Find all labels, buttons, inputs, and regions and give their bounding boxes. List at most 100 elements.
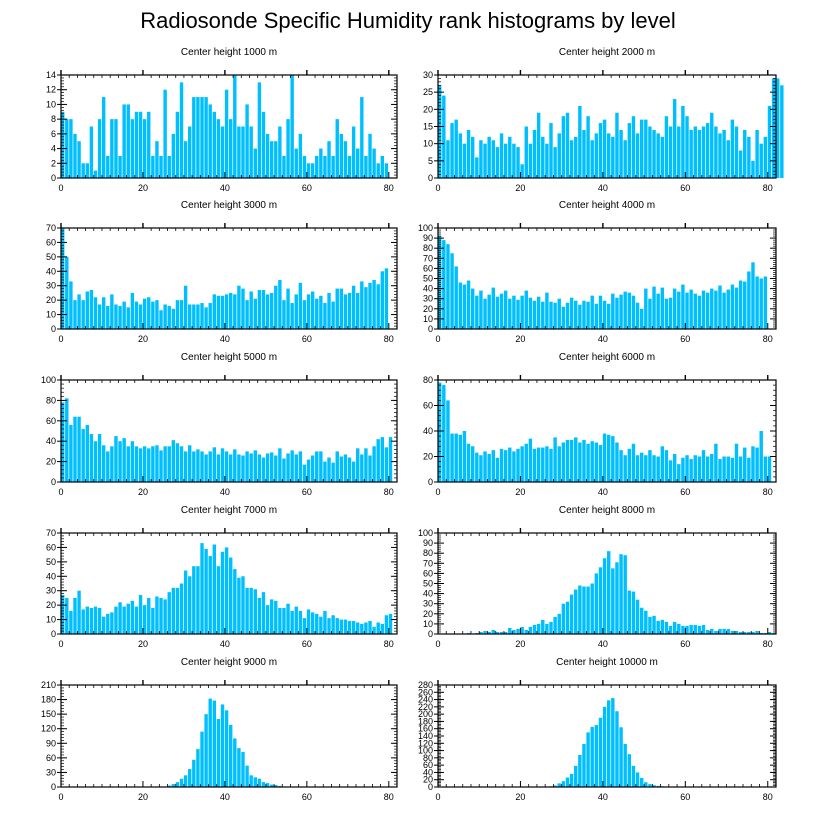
histogram-bar [738,456,743,482]
histogram-bar [315,451,319,482]
histogram-bar [138,448,143,482]
histogram-bar [380,437,385,482]
histogram-bar [664,621,669,634]
histogram-bar [384,615,389,634]
histogram-bar [730,119,735,178]
y-tick-label: 80 [423,548,433,558]
histogram-bar [335,119,339,178]
y-tick-label: 120 [41,724,56,734]
histogram-bar [380,623,385,634]
histogram-bar [69,281,73,329]
histogram-bar [685,455,689,482]
histogram-bar [216,119,221,178]
histogram-bar [171,133,176,178]
histogram-bar [77,141,81,178]
histogram-bar [438,85,442,178]
histogram-bar [685,292,689,329]
plot-frame [60,227,398,330]
histogram-bar [508,627,512,634]
histogram-bar [677,291,681,329]
histogram-bar [171,784,176,787]
histogram-bar [282,458,286,482]
histogram-bar [196,97,200,178]
histogram-bar [286,119,290,178]
histogram-bar [569,773,574,787]
histogram-bar [253,148,257,178]
histogram-bar [212,700,217,787]
histogram-bar [648,450,652,483]
histogram-bar [188,769,192,787]
histogram-bar [155,596,159,634]
y-tick-label: 240 [418,695,433,705]
histogram-bar [229,724,233,787]
histogram-bar [257,82,262,178]
y-tick-label: 40 [46,436,56,446]
histogram-bar [183,285,188,329]
histogram-bar [331,155,335,178]
histogram-bar [557,783,561,787]
x-tick-label: 40 [220,487,230,497]
histogram-bar [565,601,570,634]
x-tick-label: 40 [220,183,230,193]
histogram-bar [101,97,106,178]
histogram-bar [261,457,266,482]
histogram-bar [237,577,241,634]
histogram-bar [672,453,677,482]
histogram-bar [265,294,270,329]
histogram-bar [278,126,282,178]
histogram-bar [81,428,85,482]
histogram-bar [574,765,578,787]
histogram-bar [672,288,677,329]
histogram-bar [491,287,496,329]
y-tick-label: 40 [423,426,433,436]
histogram-bar [298,133,303,178]
histogram-bar [216,454,221,482]
panel-title: Center height 10000 m [556,657,658,668]
y-tick-label: 30 [46,586,56,596]
histogram-bar [446,140,450,178]
y-tick-label: 0 [51,324,56,334]
histogram-bar [726,289,730,329]
histogram-bar [590,726,594,787]
histogram-bar [356,292,360,329]
y-tick-label: 4 [51,144,56,154]
histogram-bar [89,126,94,178]
histogram-bar [183,451,188,482]
histogram-bar [607,551,611,634]
x-tick-label: 60 [680,639,690,649]
histogram-bar [574,136,578,178]
histogram-bar [233,569,237,634]
y-tick-label: 30 [423,599,433,609]
histogram-bar [652,129,656,178]
histogram-bar [368,133,372,178]
histogram-bar [97,434,102,482]
histogram-bar [532,448,537,482]
histogram-bar [204,307,208,329]
histogram-bar [380,155,385,178]
histogram-bar [212,294,217,329]
histogram-bar [561,603,566,634]
y-tick-label: 12 [46,85,56,95]
y-tick-label: 30 [423,70,433,80]
histogram-bar [644,610,648,634]
histogram-bar [672,621,677,634]
histogram-bar [253,450,257,482]
histogram-bar [200,451,204,482]
histogram-bar [466,280,471,329]
histogram-bar [487,136,491,178]
histogram-bar [582,129,586,178]
panel-title: Center height 9000 m [181,657,277,668]
histogram-bar [347,457,352,482]
histogram-bar [598,567,603,634]
histogram-bar [93,170,98,178]
plot-frame [60,74,398,179]
histogram-bar [549,448,553,482]
x-tick-label: 20 [138,334,148,344]
histogram-bar [759,143,763,178]
histogram-bar [323,155,327,178]
histogram-bar [619,450,623,483]
histogram-bar [93,441,98,482]
x-tick-label: 20 [515,487,525,497]
histogram-bar [561,306,566,329]
x-tick-label: 40 [220,639,230,649]
